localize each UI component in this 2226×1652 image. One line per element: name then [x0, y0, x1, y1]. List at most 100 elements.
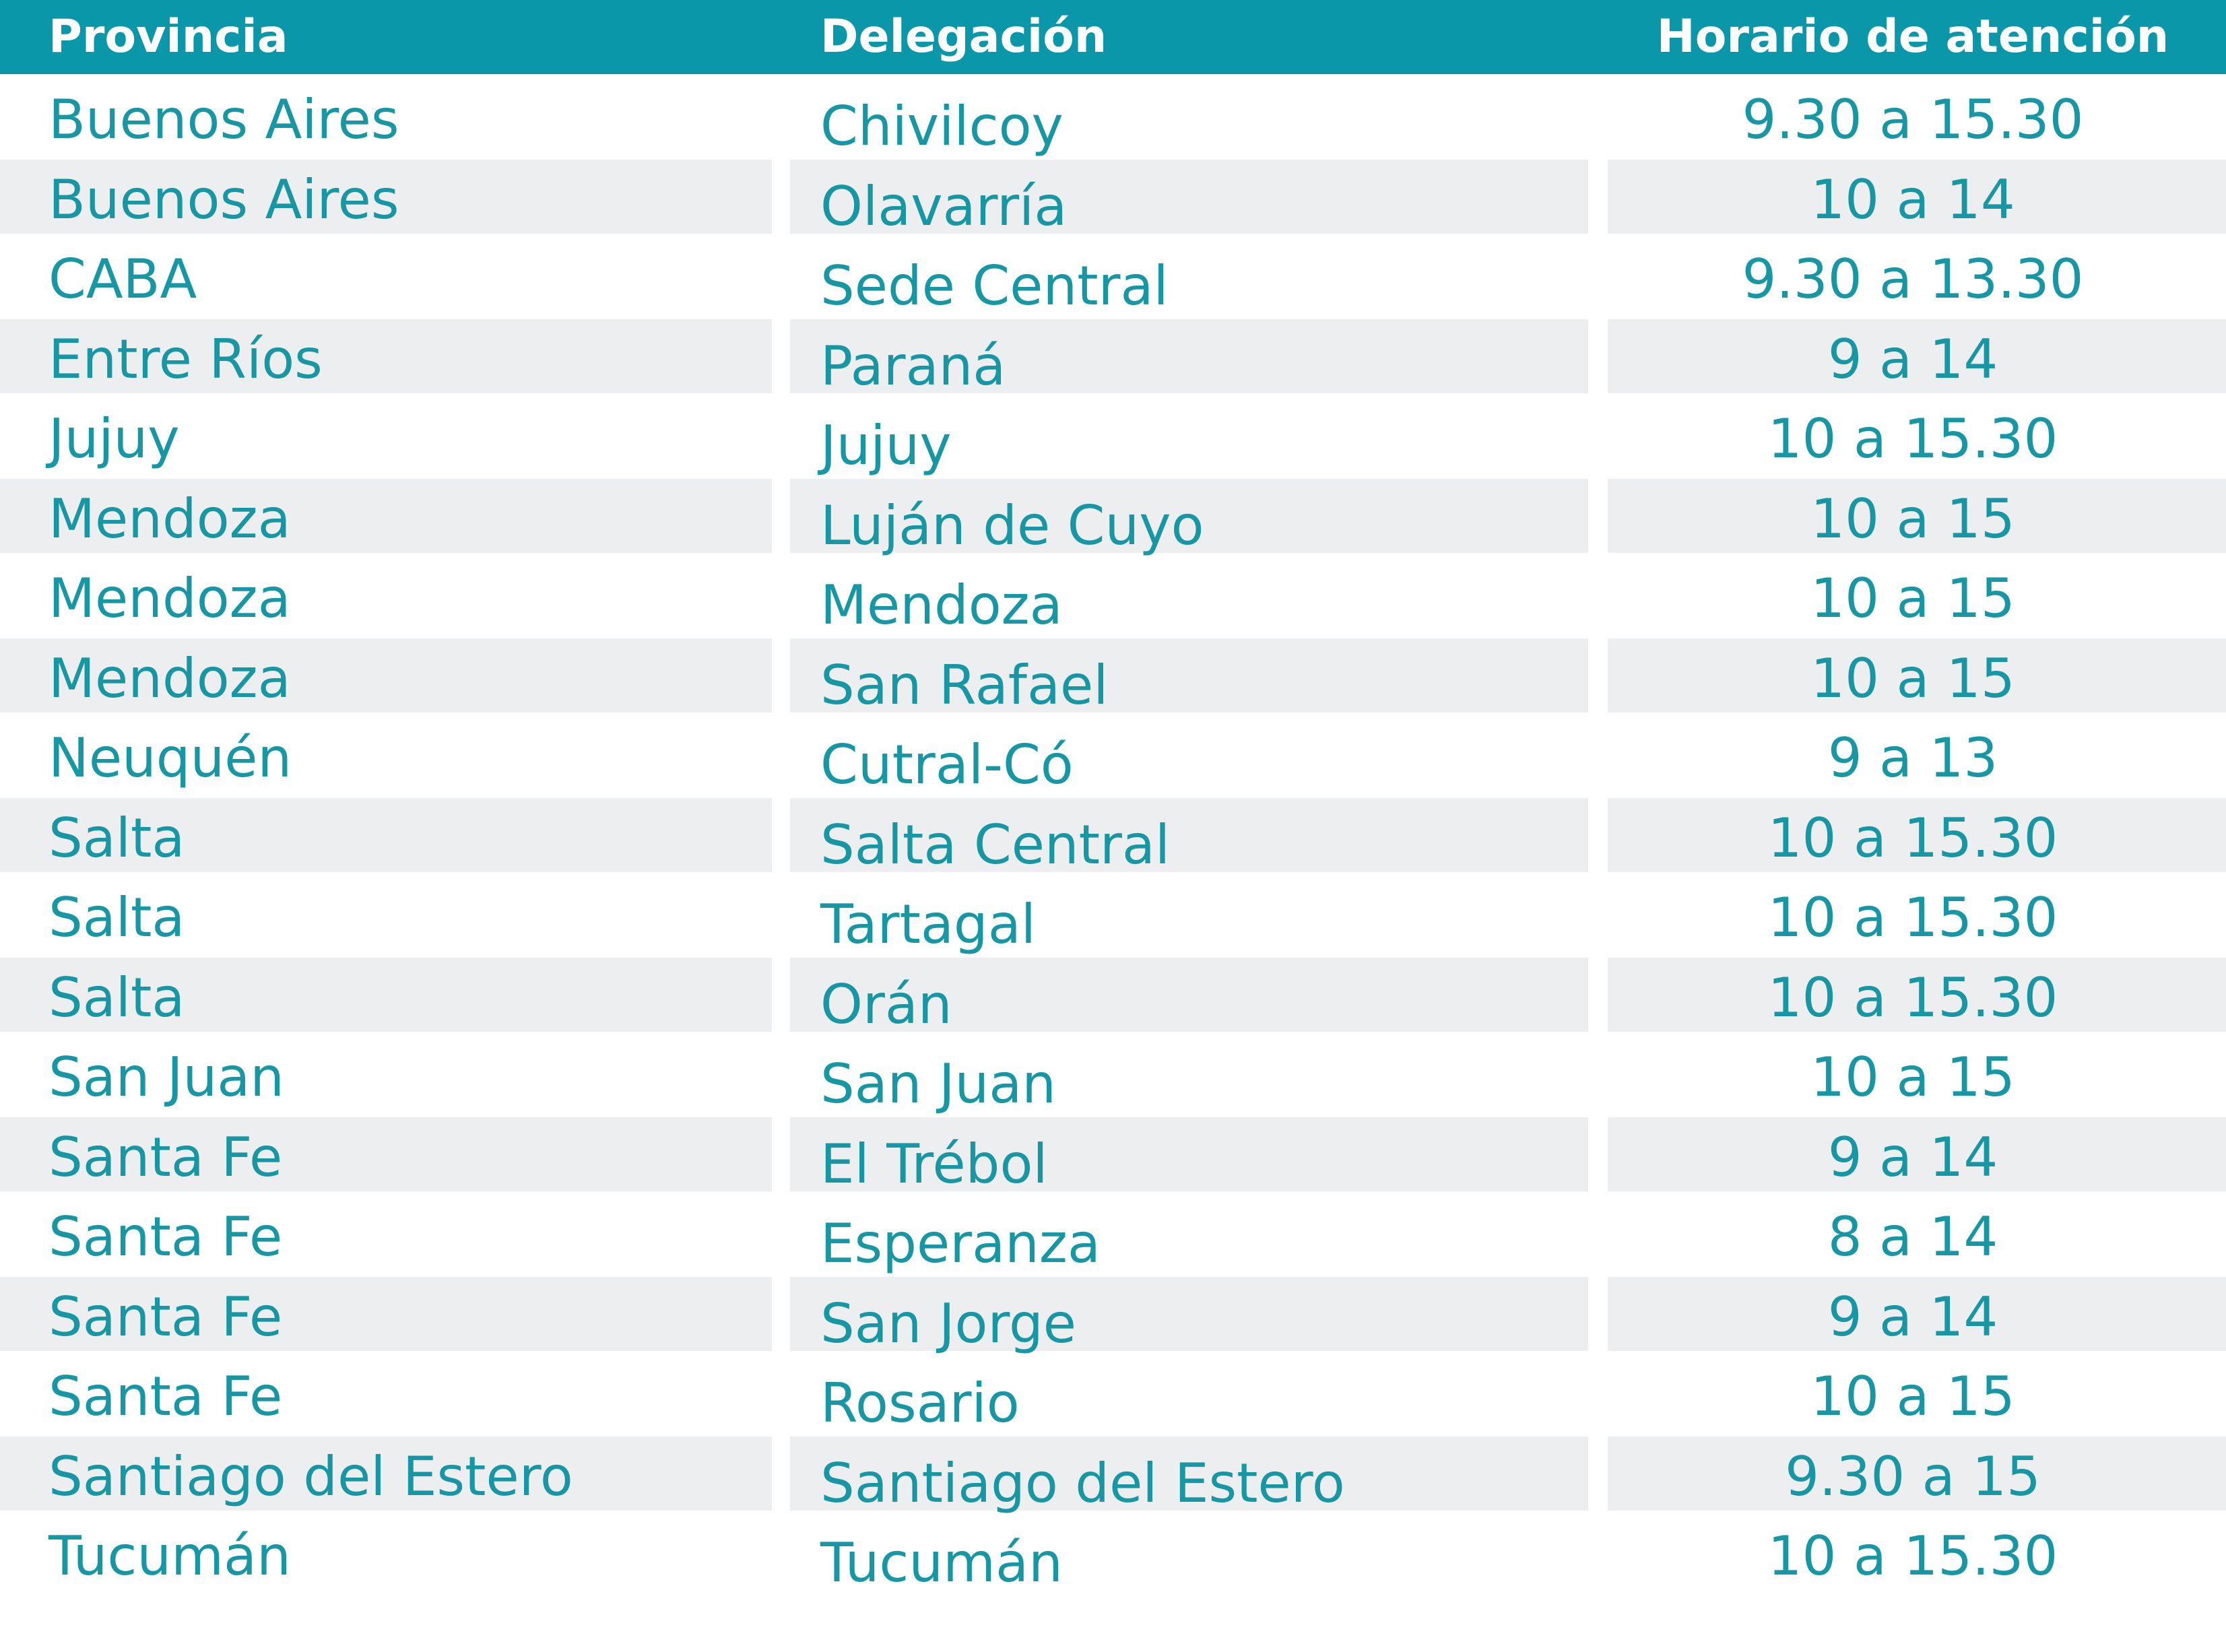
cell-delegacion: Cutral-Có: [820, 733, 1074, 796]
row-stripe: [1608, 1436, 2226, 1511]
cell-delegacion: San Juan: [820, 1053, 1056, 1115]
row-stripe: [1608, 638, 2226, 713]
table-row: Salta Tartagal 10 a 15.30: [0, 878, 2226, 958]
cell-horario: 10 a 15.30: [1767, 806, 2058, 869]
cell-provincia: San Juan: [48, 1046, 284, 1109]
cell-provincia: Santiago del Estero: [48, 1445, 573, 1508]
cell-horario: 10 a 15.30: [1767, 886, 2058, 949]
row-stripe: [790, 1436, 1588, 1511]
cell-horario: 9.30 a 13.30: [1742, 248, 2084, 310]
cell-horario: 9 a 13: [1827, 727, 1998, 789]
cell-delegacion: San Jorge: [820, 1292, 1076, 1355]
cell-provincia: Mendoza: [48, 567, 291, 630]
table-row: Santa Fe San Jorge 9 a 14: [0, 1276, 2226, 1357]
row-stripe: [0, 957, 772, 1032]
row-stripe: [1608, 1117, 2226, 1191]
cell-delegacion: Chivilcoy: [820, 95, 1063, 158]
table-row: Salta Salta Central 10 a 15.30: [0, 797, 2226, 878]
cell-delegacion: Sede Central: [820, 255, 1169, 317]
row-stripe: [790, 797, 1588, 872]
row-stripe: [0, 1276, 772, 1351]
cell-horario: 10 a 15.30: [1767, 1525, 2058, 1587]
cell-horario: 9 a 14: [1827, 327, 1998, 391]
table-row: Neuquén Cutral-Có 9 a 13: [0, 718, 2226, 798]
cell-provincia: Santa Fe: [48, 1365, 283, 1428]
cell-horario: 10 a 14: [1810, 168, 2015, 231]
row-stripe: [790, 159, 1588, 234]
row-stripe: [0, 1618, 798, 1635]
cell-horario: 9.30 a 15: [1785, 1445, 2041, 1508]
row-stripe: [1608, 478, 2226, 553]
cell-provincia: Santa Fe: [48, 1205, 283, 1268]
cell-provincia: Neuquén: [48, 727, 292, 789]
row-stripe: [790, 1276, 1588, 1351]
cell-provincia: Santa Fe: [48, 1125, 283, 1189]
row-stripe: [1608, 797, 2226, 872]
cell-horario: 9.30 a 15.30: [1742, 88, 2084, 151]
cell-delegacion: El Trébol: [820, 1132, 1048, 1195]
cell-provincia: Salta: [48, 886, 185, 949]
cell-horario: 9 a 14: [1827, 1125, 1998, 1189]
cell-provincia: Jujuy: [48, 407, 180, 470]
table-row: Buenos Aires Olavarría 10 a 14: [0, 159, 2226, 240]
row-stripe: [0, 159, 772, 234]
cell-provincia: CABA: [48, 248, 197, 310]
table-row: Santiago del Estero Santiago del Estero 9.…: [0, 1436, 2226, 1517]
cell-provincia: Tucumán: [48, 1525, 291, 1587]
cell-provincia: Santa Fe: [48, 1285, 283, 1348]
table-row: Mendoza Mendoza 10 a 15: [0, 558, 2226, 638]
row-stripe: [790, 638, 1588, 713]
table-row: Santa Fe El Trébol 9 a 14: [0, 1117, 2226, 1197]
table-row: Jujuy Jujuy 10 a 15.30: [0, 399, 2226, 479]
cell-delegacion: Santiago del Estero: [820, 1451, 1345, 1515]
cell-delegacion: Jujuy: [820, 414, 952, 477]
cell-delegacion: San Rafael: [820, 653, 1109, 717]
cell-delegacion: Mendoza: [820, 574, 1063, 636]
cell-delegacion: Luján de Cuyo: [820, 494, 1204, 557]
table-row: Mendoza San Rafael 10 a 15: [0, 638, 2226, 719]
cell-horario: 10 a 15.30: [1767, 966, 2058, 1029]
header-horario: Horario de atención: [1656, 10, 2169, 63]
cell-provincia: Entre Ríos: [48, 327, 323, 391]
table-row: Santa Fe Esperanza 8 a 14: [0, 1197, 2226, 1277]
table-row: San Juan San Juan 10 a 15: [0, 1037, 2226, 1117]
cell-horario: 10 a 15: [1810, 487, 2015, 550]
cell-delegacion: Rosario: [820, 1372, 1020, 1434]
table-row: Tucumán Tucumán 10 a 15.30: [0, 1516, 2226, 1596]
row-stripe: [1608, 319, 2226, 393]
delegations-table: Provincia Delegación Horario de atención…: [0, 0, 2226, 1618]
cell-horario: 8 a 14: [1827, 1205, 1998, 1268]
row-stripe: [0, 638, 772, 713]
table-row: Buenos Aires Chivilcoy 9.30 a 15.30: [0, 79, 2226, 160]
cell-provincia: Buenos Aires: [48, 88, 399, 151]
table-row: Santa Fe Rosario 10 a 15: [0, 1356, 2226, 1436]
table-row: CABA Sede Central 9.30 a 13.30: [0, 239, 2226, 319]
cell-provincia: Mendoza: [48, 487, 291, 550]
cell-provincia: Salta: [48, 966, 185, 1029]
header-delegacion: Delegación: [820, 10, 1107, 63]
row-stripe: [1608, 159, 2226, 234]
row-stripe: [0, 478, 772, 553]
row-stripe: [1608, 1276, 2226, 1351]
cell-horario: 9 a 14: [1827, 1285, 1998, 1348]
cell-delegacion: Salta Central: [820, 813, 1171, 876]
cell-horario: 10 a 15: [1810, 1365, 2015, 1428]
row-stripe: [0, 1601, 772, 1618]
row-stripe: [0, 319, 772, 393]
table-header: Provincia Delegación Horario de atención: [0, 0, 2226, 74]
row-stripe: [0, 1635, 618, 1652]
cell-horario: 10 a 15.30: [1767, 407, 2058, 470]
row-stripe: [790, 478, 1588, 553]
row-stripe: [0, 797, 772, 872]
row-stripe: [0, 1436, 772, 1511]
cell-horario: 10 a 15: [1810, 1046, 2015, 1109]
cell-delegacion: Tucumán: [820, 1531, 1063, 1594]
row-stripe: [1608, 957, 2226, 1032]
cell-provincia: Mendoza: [48, 647, 291, 710]
row-stripe: [790, 1117, 1588, 1191]
row-stripe: [790, 957, 1588, 1032]
row-stripe: [0, 1117, 772, 1191]
cell-delegacion: Esperanza: [820, 1212, 1101, 1275]
cell-horario: 10 a 15: [1810, 567, 2015, 630]
cell-delegacion: Orán: [820, 972, 952, 1036]
